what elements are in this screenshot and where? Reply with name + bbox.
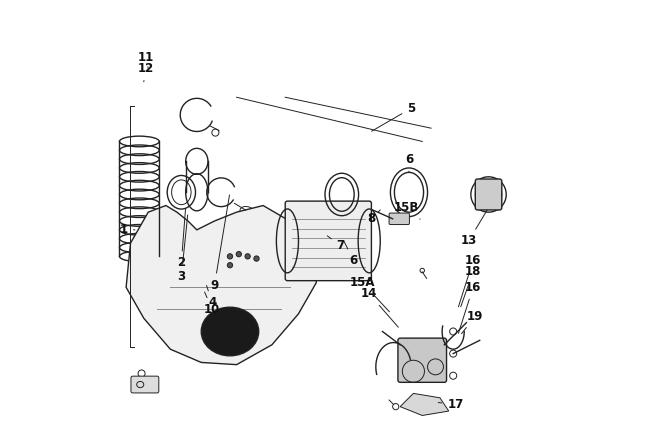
FancyBboxPatch shape xyxy=(398,338,447,382)
Text: 12: 12 xyxy=(138,62,154,82)
Text: 16: 16 xyxy=(458,254,481,307)
Text: 8: 8 xyxy=(367,210,380,225)
Circle shape xyxy=(227,254,233,259)
Text: 15A: 15A xyxy=(350,276,389,312)
FancyBboxPatch shape xyxy=(389,213,410,225)
Text: 7: 7 xyxy=(327,236,344,252)
Polygon shape xyxy=(126,206,318,365)
Circle shape xyxy=(245,254,250,259)
Text: 10: 10 xyxy=(204,292,220,316)
Text: 17: 17 xyxy=(438,398,463,411)
Ellipse shape xyxy=(202,307,259,356)
Text: 16: 16 xyxy=(458,281,481,333)
Text: 5: 5 xyxy=(372,102,415,131)
FancyBboxPatch shape xyxy=(131,376,159,393)
Text: 13: 13 xyxy=(460,210,487,248)
Text: 11: 11 xyxy=(138,51,154,69)
Polygon shape xyxy=(400,393,448,415)
Text: 4: 4 xyxy=(207,286,216,309)
Text: 6: 6 xyxy=(405,152,413,172)
Text: 14: 14 xyxy=(361,287,398,327)
FancyBboxPatch shape xyxy=(475,179,502,210)
Text: 18: 18 xyxy=(461,265,481,307)
Circle shape xyxy=(236,251,241,257)
Circle shape xyxy=(227,263,233,268)
Text: 2: 2 xyxy=(177,208,185,270)
Text: 3: 3 xyxy=(177,215,188,283)
Text: 9: 9 xyxy=(211,195,229,292)
Circle shape xyxy=(254,256,259,261)
Text: 15B: 15B xyxy=(394,201,420,219)
FancyBboxPatch shape xyxy=(285,201,371,281)
Text: 1: 1 xyxy=(120,223,135,236)
Text: 6: 6 xyxy=(344,241,358,267)
Text: 19: 19 xyxy=(462,309,484,334)
